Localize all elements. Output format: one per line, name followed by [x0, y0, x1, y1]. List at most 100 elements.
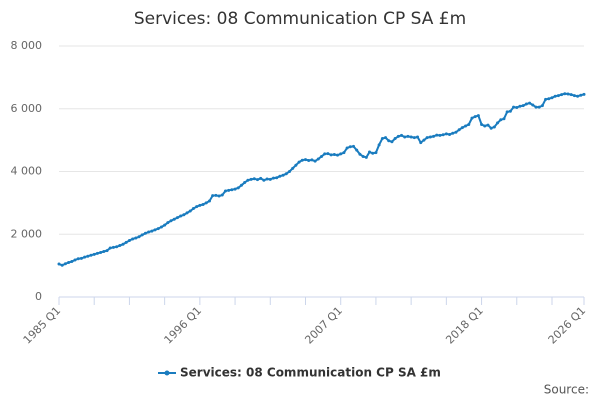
data-point	[329, 153, 333, 157]
y-tick-label: 4 000	[11, 165, 43, 178]
data-point	[544, 97, 548, 101]
data-point	[396, 134, 400, 138]
data-point	[560, 93, 564, 97]
y-tick-label: 8 000	[11, 39, 43, 52]
data-point	[140, 233, 144, 237]
data-point	[470, 116, 474, 120]
data-point	[313, 159, 317, 163]
data-point	[303, 158, 307, 162]
data-point	[57, 262, 61, 266]
data-point	[137, 235, 141, 239]
data-point	[127, 239, 131, 243]
data-point	[499, 118, 503, 122]
y-tick-label: 6 000	[11, 102, 43, 115]
data-point	[166, 221, 170, 225]
data-point	[79, 256, 83, 260]
data-point	[377, 143, 381, 147]
data-point	[207, 199, 211, 203]
data-point	[217, 194, 221, 198]
data-point	[400, 133, 404, 137]
data-point	[563, 92, 567, 96]
data-point	[134, 236, 138, 240]
data-point	[163, 223, 167, 227]
data-point	[473, 115, 477, 119]
data-point	[297, 160, 301, 164]
data-point	[496, 121, 500, 125]
data-point	[220, 193, 224, 197]
data-point	[390, 140, 394, 144]
data-point	[348, 145, 352, 149]
data-point	[556, 94, 560, 98]
x-tick-label: 2007 Q1	[302, 304, 345, 347]
data-point	[566, 92, 570, 96]
data-point	[316, 157, 320, 161]
y-tick-label: 0	[35, 290, 42, 303]
data-point	[92, 252, 96, 256]
data-point	[108, 246, 112, 250]
source: Source:	[544, 383, 589, 397]
data-point	[105, 249, 109, 253]
data-point	[86, 254, 90, 258]
data-point	[457, 128, 461, 132]
data-point	[406, 134, 410, 138]
data-point	[483, 124, 487, 128]
data-point	[99, 250, 103, 254]
data-point	[579, 93, 583, 97]
data-point	[159, 225, 163, 229]
data-point	[236, 186, 240, 190]
data-point	[409, 135, 413, 139]
data-point	[576, 94, 580, 98]
data-point	[368, 150, 372, 154]
data-point	[512, 105, 516, 109]
data-point	[118, 244, 122, 248]
x-tick-label: 1996 Q1	[162, 304, 205, 347]
data-point	[518, 104, 522, 108]
data-point	[355, 148, 359, 152]
data-point	[320, 154, 323, 158]
data-point	[428, 135, 432, 139]
data-point	[438, 133, 442, 137]
data-point	[175, 216, 179, 220]
data-point	[451, 131, 455, 135]
data-point	[441, 133, 445, 137]
data-point	[73, 258, 77, 262]
data-point	[534, 105, 538, 109]
data-point	[211, 194, 215, 198]
data-point	[60, 263, 64, 267]
data-point	[169, 219, 173, 223]
data-point	[153, 228, 157, 232]
data-point	[412, 136, 416, 140]
data-point	[569, 93, 573, 97]
data-point	[275, 176, 279, 180]
data-point	[172, 217, 176, 221]
data-point	[191, 207, 195, 211]
data-point	[307, 159, 311, 163]
data-point	[233, 187, 237, 191]
data-point	[444, 132, 448, 136]
data-point	[214, 193, 218, 197]
data-point	[63, 262, 67, 266]
data-point	[582, 92, 586, 96]
data-point	[416, 135, 420, 139]
data-point	[246, 178, 250, 182]
data-point	[223, 189, 227, 193]
data-point	[259, 176, 263, 180]
data-point	[291, 166, 295, 170]
data-point	[492, 125, 496, 129]
data-point	[380, 137, 384, 141]
y-tick-label: 2 000	[11, 227, 43, 240]
data-point	[419, 141, 423, 145]
data-point	[255, 178, 259, 182]
data-point	[361, 154, 365, 158]
data-point	[352, 144, 356, 148]
data-point	[572, 94, 576, 98]
data-point	[476, 114, 480, 118]
data-point	[310, 158, 314, 162]
data-point	[102, 250, 106, 254]
data-point	[342, 151, 346, 155]
data-point	[384, 136, 388, 140]
data-point	[454, 130, 458, 134]
data-point	[95, 251, 99, 255]
data-point	[284, 172, 288, 176]
